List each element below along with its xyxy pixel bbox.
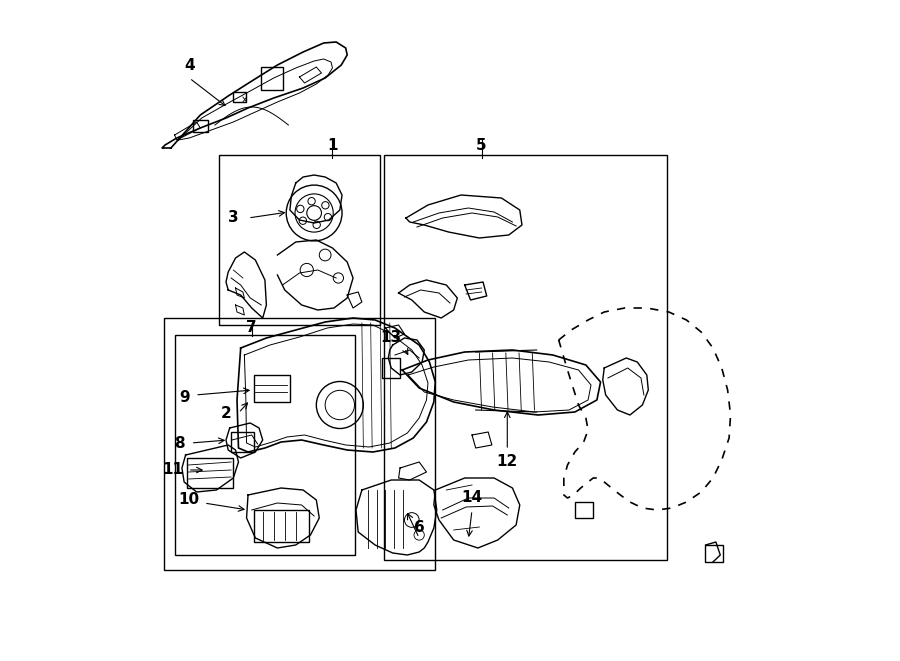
Bar <box>254 510 309 542</box>
Text: 3: 3 <box>228 210 238 225</box>
Bar <box>261 67 283 90</box>
Bar <box>187 458 233 488</box>
Text: 11: 11 <box>162 463 183 477</box>
Bar <box>705 545 724 562</box>
Text: 6: 6 <box>414 520 425 535</box>
Bar <box>193 120 208 132</box>
Bar <box>254 375 290 402</box>
Bar <box>384 155 667 560</box>
Bar <box>164 318 436 570</box>
Bar <box>232 92 246 102</box>
Text: 1: 1 <box>328 137 338 153</box>
Bar <box>575 502 593 518</box>
Text: 5: 5 <box>476 137 487 153</box>
Text: 8: 8 <box>175 436 185 451</box>
Text: 12: 12 <box>497 455 518 469</box>
Text: 10: 10 <box>179 492 200 508</box>
Text: 13: 13 <box>381 329 401 344</box>
Text: 14: 14 <box>462 490 482 506</box>
Text: 9: 9 <box>179 391 189 405</box>
Bar <box>231 432 254 452</box>
Text: 7: 7 <box>247 321 257 336</box>
Text: 2: 2 <box>220 405 231 420</box>
Bar <box>382 358 400 378</box>
Text: 4: 4 <box>184 58 194 73</box>
Bar <box>175 335 355 555</box>
Bar <box>219 155 380 325</box>
